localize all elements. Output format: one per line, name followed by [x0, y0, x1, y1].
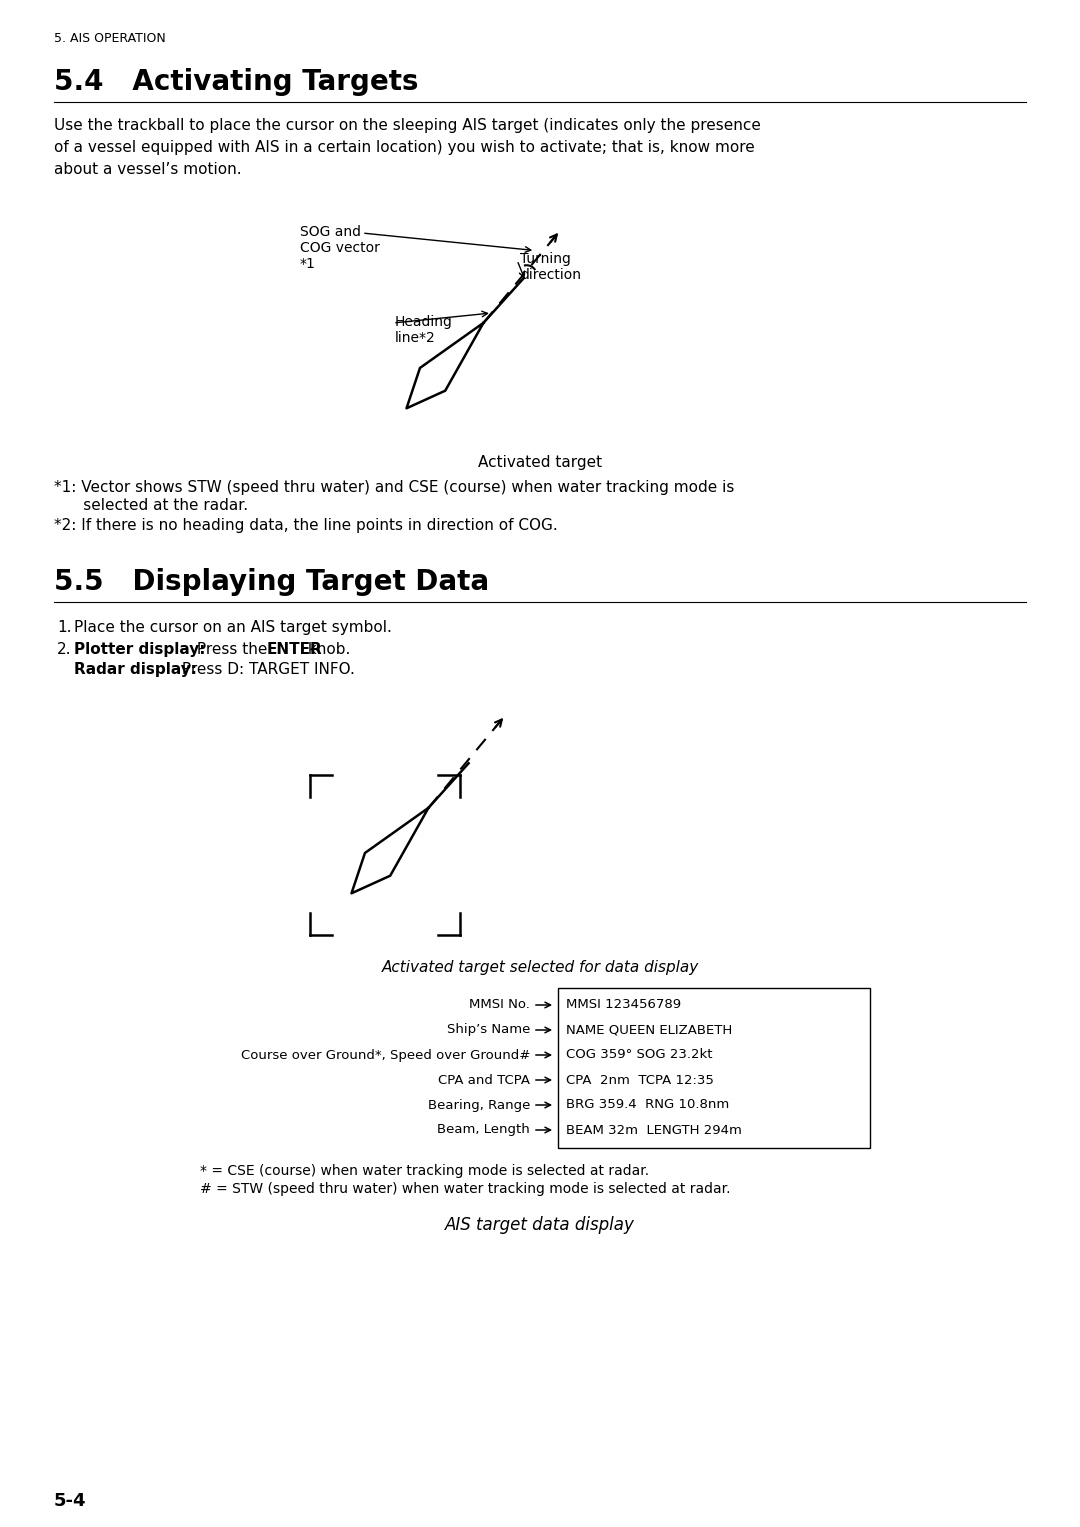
Text: SOG and: SOG and	[300, 224, 361, 240]
Text: selected at the radar.: selected at the radar.	[54, 498, 248, 513]
Text: MMSI 123456789: MMSI 123456789	[566, 999, 681, 1011]
Text: 1.: 1.	[57, 620, 71, 635]
Text: CPA and TCPA: CPA and TCPA	[438, 1073, 530, 1087]
Text: COG 359° SOG 23.2kt: COG 359° SOG 23.2kt	[566, 1049, 713, 1061]
Text: 5.4   Activating Targets: 5.4 Activating Targets	[54, 69, 419, 96]
Text: CPA  2nm  TCPA 12:35: CPA 2nm TCPA 12:35	[566, 1073, 714, 1087]
Text: Activated target selected for data display: Activated target selected for data displ…	[381, 960, 699, 976]
Text: 2.: 2.	[57, 641, 71, 657]
Text: *1: Vector shows STW (speed thru water) and CSE (course) when water tracking mod: *1: Vector shows STW (speed thru water) …	[54, 479, 734, 495]
Text: 5.5   Displaying Target Data: 5.5 Displaying Target Data	[54, 568, 489, 596]
Text: Beam, Length: Beam, Length	[437, 1124, 530, 1136]
Text: COG vector: COG vector	[300, 241, 380, 255]
Text: Ship’s Name: Ship’s Name	[447, 1023, 530, 1037]
Text: MMSI No.: MMSI No.	[469, 999, 530, 1011]
Text: 5. AIS OPERATION: 5. AIS OPERATION	[54, 32, 165, 44]
Text: Activated target: Activated target	[478, 455, 602, 470]
Text: Course over Ground*, Speed over Ground#: Course over Ground*, Speed over Ground#	[241, 1049, 530, 1061]
Text: direction: direction	[519, 269, 581, 282]
Text: AIS target data display: AIS target data display	[445, 1215, 635, 1234]
Text: *2: If there is no heading data, the line points in direction of COG.: *2: If there is no heading data, the lin…	[54, 518, 557, 533]
Text: NAME QUEEN ELIZABETH: NAME QUEEN ELIZABETH	[566, 1023, 732, 1037]
Text: * = CSE (course) when water tracking mode is selected at radar.: * = CSE (course) when water tracking mod…	[200, 1164, 649, 1177]
Text: Press the: Press the	[191, 641, 272, 657]
Text: Use the trackball to place the cursor on the sleeping AIS target (indicates only: Use the trackball to place the cursor on…	[54, 118, 761, 177]
Text: Radar display:: Radar display:	[75, 663, 197, 676]
Text: Heading: Heading	[395, 315, 453, 328]
Text: BEAM 32m  LENGTH 294m: BEAM 32m LENGTH 294m	[566, 1124, 742, 1136]
Bar	[558, 988, 870, 1148]
Text: knob.: knob.	[303, 641, 351, 657]
Text: Bearing, Range: Bearing, Range	[428, 1098, 530, 1112]
Text: 5-4: 5-4	[54, 1492, 86, 1510]
Text: BRG 359.4  RNG 10.8nm: BRG 359.4 RNG 10.8nm	[566, 1098, 729, 1112]
Text: *1: *1	[300, 257, 315, 270]
Text: line*2: line*2	[395, 331, 435, 345]
Text: ENTER: ENTER	[267, 641, 322, 657]
Text: Plotter display:: Plotter display:	[75, 641, 205, 657]
Text: Turning: Turning	[519, 252, 571, 266]
Text: Press D: TARGET INFO.: Press D: TARGET INFO.	[177, 663, 354, 676]
Text: # = STW (speed thru water) when water tracking mode is selected at radar.: # = STW (speed thru water) when water tr…	[200, 1182, 730, 1196]
Text: Place the cursor on an AIS target symbol.: Place the cursor on an AIS target symbol…	[75, 620, 392, 635]
